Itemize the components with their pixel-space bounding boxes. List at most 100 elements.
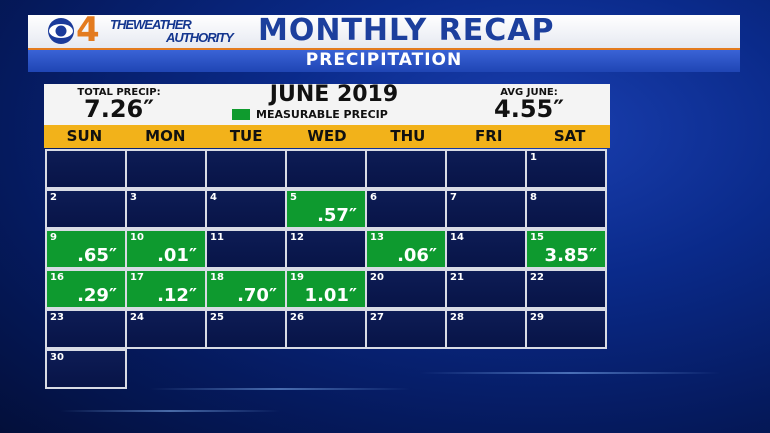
precip-amount: .06″ bbox=[397, 245, 437, 266]
weekday-wed: WED bbox=[307, 127, 347, 145]
station-logo: 4 THEWEATHER AUTHORITY bbox=[46, 10, 246, 50]
precip-amount: .01″ bbox=[157, 245, 197, 266]
calendar-day-cell: 7 bbox=[445, 189, 527, 229]
calendar-day-cell: 8 bbox=[525, 189, 607, 229]
day-number: 15 bbox=[530, 232, 544, 243]
day-number: 7 bbox=[450, 192, 457, 203]
day-number: 22 bbox=[530, 272, 544, 283]
calendar-day-cell: 9 .65″ bbox=[45, 229, 127, 269]
day-number: 3 bbox=[130, 192, 137, 203]
weekday-sat: SAT bbox=[553, 127, 586, 145]
total-precip-value: 7.26″ bbox=[84, 95, 154, 123]
calendar-day-cell: 6 bbox=[365, 189, 447, 229]
calendar-empty-cell bbox=[365, 149, 447, 189]
calendar-day-cell: 17 .12″ bbox=[125, 269, 207, 309]
weekday-header: SUN MON TUE WED THU FRI SAT bbox=[44, 125, 610, 148]
precip-amount: .57″ bbox=[317, 205, 357, 226]
day-number: 5 bbox=[290, 192, 297, 203]
calendar-empty-cell bbox=[45, 149, 127, 189]
logo-text-line2: AUTHORITY bbox=[166, 30, 234, 45]
calendar-day-cell: 18 .70″ bbox=[205, 269, 287, 309]
day-number: 6 bbox=[370, 192, 377, 203]
day-number: 21 bbox=[450, 272, 464, 283]
calendar-day-cell: 2 bbox=[45, 189, 127, 229]
page-title: MONTHLY RECAP bbox=[258, 13, 555, 48]
precip-amount: 1.01″ bbox=[304, 285, 357, 306]
day-number: 17 bbox=[130, 272, 144, 283]
calendar-day-cell: 11 bbox=[205, 229, 287, 269]
day-number: 20 bbox=[370, 272, 384, 283]
day-number: 14 bbox=[450, 232, 464, 243]
day-number: 24 bbox=[130, 312, 144, 323]
avg-june-label: AVG JUNE: bbox=[500, 87, 558, 98]
calendar-day-cell: 19 1.01″ bbox=[285, 269, 367, 309]
weekday-thu: THU bbox=[390, 127, 426, 145]
day-number: 8 bbox=[530, 192, 537, 203]
precip-amount: .65″ bbox=[77, 245, 117, 266]
day-number: 29 bbox=[530, 312, 544, 323]
calendar-day-cell: 5 .57″ bbox=[285, 189, 367, 229]
calendar-day-cell: 14 bbox=[445, 229, 527, 269]
day-number: 1 bbox=[530, 152, 537, 163]
day-number: 28 bbox=[450, 312, 464, 323]
subtitle-bar: PRECIPITATION bbox=[28, 48, 740, 72]
calendar-day-cell: 21 bbox=[445, 269, 527, 309]
header-bar bbox=[28, 15, 740, 48]
calendar-day-cell: 3 bbox=[125, 189, 207, 229]
precip-amount: .12″ bbox=[157, 285, 197, 306]
day-number: 11 bbox=[210, 232, 224, 243]
legend-label: MEASURABLE PRECIP bbox=[256, 108, 388, 121]
calendar-empty-cell bbox=[205, 149, 287, 189]
day-number: 26 bbox=[290, 312, 304, 323]
day-number: 10 bbox=[130, 232, 144, 243]
calendar-empty-cell bbox=[445, 149, 527, 189]
background-streak bbox=[60, 410, 280, 412]
calendar-day-cell: 12 bbox=[285, 229, 367, 269]
cbs-eye-icon bbox=[48, 18, 74, 44]
calendar-day-cell: 28 bbox=[445, 309, 527, 349]
calendar-empty-cell bbox=[285, 149, 367, 189]
logo-number: 4 bbox=[76, 10, 100, 50]
month-title: JUNE 2019 bbox=[269, 82, 399, 107]
day-number: 12 bbox=[290, 232, 304, 243]
background-streak bbox=[150, 388, 410, 390]
calendar-day-cell: 16 .29″ bbox=[45, 269, 127, 309]
calendar-day-cell: 25 bbox=[205, 309, 287, 349]
calendar-day-cell: 10 .01″ bbox=[125, 229, 207, 269]
calendar-day-cell: 15 3.85″ bbox=[525, 229, 607, 269]
day-number: 30 bbox=[50, 352, 64, 363]
day-number: 4 bbox=[210, 192, 217, 203]
avg-june-value: 4.55″ bbox=[494, 95, 564, 123]
calendar-day-cell: 27 bbox=[365, 309, 447, 349]
calendar-day-cell: 24 bbox=[125, 309, 207, 349]
day-number: 19 bbox=[290, 272, 304, 283]
calendar-day-cell: 29 bbox=[525, 309, 607, 349]
precip-amount: 3.85″ bbox=[544, 245, 597, 266]
page-subtitle: PRECIPITATION bbox=[305, 50, 463, 70]
day-number: 9 bbox=[50, 232, 57, 243]
legend-swatch bbox=[232, 109, 250, 120]
precip-amount: .70″ bbox=[237, 285, 277, 306]
weekday-fri: FRI bbox=[475, 127, 503, 145]
weekday-tue: TUE bbox=[229, 127, 263, 145]
day-number: 2 bbox=[50, 192, 57, 203]
weekday-sun: SUN bbox=[66, 127, 103, 145]
day-number: 16 bbox=[50, 272, 64, 283]
calendar-day-cell: 1 bbox=[525, 149, 607, 189]
day-number: 18 bbox=[210, 272, 224, 283]
calendar-day-cell: 23 bbox=[45, 309, 127, 349]
day-number: 27 bbox=[370, 312, 384, 323]
day-number: 25 bbox=[210, 312, 224, 323]
precip-amount: .29″ bbox=[77, 285, 117, 306]
total-precip-label: TOTAL PRECIP: bbox=[77, 87, 161, 98]
day-number: 23 bbox=[50, 312, 64, 323]
calendar-day-cell: 4 bbox=[205, 189, 287, 229]
calendar-day-cell: 13 .06″ bbox=[365, 229, 447, 269]
calendar-day-cell: 26 bbox=[285, 309, 367, 349]
background-streak bbox=[420, 372, 720, 374]
day-number: 13 bbox=[370, 232, 384, 243]
logo-text-line1: THEWEATHER bbox=[110, 17, 192, 32]
calendar-day-cell: 20 bbox=[365, 269, 447, 309]
calendar-empty-cell bbox=[125, 149, 207, 189]
legend: MEASURABLE PRECIP bbox=[230, 107, 440, 122]
